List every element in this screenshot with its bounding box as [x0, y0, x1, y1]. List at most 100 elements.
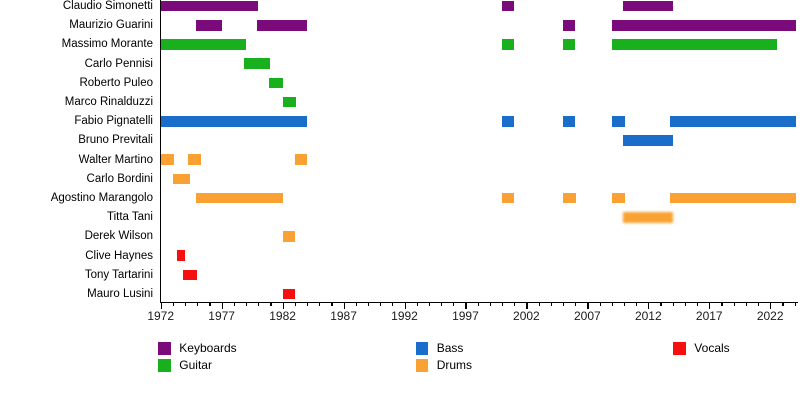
- timeline-bar: [160, 39, 247, 50]
- timeline-bar: [622, 211, 674, 223]
- axis-tick-label: 1972: [147, 308, 175, 323]
- timeline-bar: [611, 192, 626, 204]
- axis-major-tick: [343, 303, 345, 309]
- axis-tick-label: 1987: [330, 308, 357, 323]
- axis-minor-tick: [697, 303, 699, 307]
- x-axis-line: [159, 301, 798, 303]
- axis-major-tick: [526, 303, 528, 309]
- axis-minor-tick: [319, 303, 321, 307]
- axis-minor-tick: [611, 303, 613, 307]
- timeline-bar: [622, 135, 673, 146]
- legend-label: Bass: [436, 341, 464, 355]
- axis-minor-tick: [660, 303, 662, 307]
- y-axis-line: [159, 0, 162, 303]
- member-label: Marco Rinalduzzi: [64, 96, 153, 109]
- axis-major-tick: [465, 303, 467, 309]
- axis-minor-tick: [575, 303, 577, 307]
- legend-label: Vocals: [694, 341, 730, 355]
- timeline-bar: [562, 39, 576, 50]
- axis-minor-tick: [758, 303, 760, 307]
- timeline-bar: [182, 269, 198, 281]
- timeline-bar: [622, 0, 673, 12]
- timeline-bar: [502, 0, 515, 12]
- timeline-bar: [176, 250, 186, 261]
- axis-minor-tick: [672, 303, 674, 307]
- member-label: Derek Wilson: [84, 230, 153, 243]
- member-label: Mauro Lusini: [87, 288, 153, 301]
- axis-minor-tick: [197, 303, 199, 307]
- timeline-bar: [244, 58, 271, 69]
- axis-minor-tick: [502, 303, 504, 307]
- axis-minor-tick: [367, 303, 370, 307]
- axis-major-tick: [587, 303, 589, 309]
- member-label: Tony Tartarini: [84, 268, 153, 281]
- axis-minor-tick: [172, 303, 175, 307]
- member-label: Carlo Pennisi: [84, 57, 153, 70]
- axis-minor-tick: [733, 303, 735, 307]
- timeline-bar: [282, 96, 296, 108]
- axis-major-tick: [221, 303, 223, 309]
- timeline-bar: [282, 288, 295, 300]
- timeline-bar: [562, 19, 576, 31]
- member-label: Roberto Puleo: [79, 76, 153, 89]
- timeline-bar: [160, 115, 307, 127]
- axis-tick-label: 1977: [208, 308, 235, 323]
- axis-minor-tick: [209, 303, 211, 307]
- member-label: Massimo Morante: [61, 38, 153, 51]
- axis-tick-label: 1997: [452, 308, 479, 323]
- axis-minor-tick: [489, 303, 492, 307]
- member-label: Titta Tani: [106, 211, 153, 224]
- axis-minor-tick: [392, 303, 394, 307]
- bass-color-swatch: [415, 342, 429, 355]
- timeline-bar: [257, 19, 307, 31]
- axis-minor-tick: [416, 303, 418, 307]
- axis-minor-tick: [233, 303, 236, 307]
- axis-tick-label: 2022: [756, 308, 784, 323]
- axis-tick-label: 2012: [634, 308, 662, 323]
- timeline-bar: [196, 19, 222, 31]
- axis-minor-tick: [684, 303, 687, 307]
- timeline-bar: [611, 115, 625, 127]
- axis-minor-tick: [562, 303, 565, 307]
- axis-minor-tick: [185, 303, 187, 307]
- axis-minor-tick: [721, 303, 723, 307]
- axis-minor-tick: [306, 303, 309, 307]
- timeline-bar: [562, 192, 577, 204]
- axis-minor-tick: [477, 303, 479, 307]
- axis-major-tick: [282, 303, 284, 309]
- member-label: Bruno Previtali: [78, 134, 153, 147]
- member-label: Claudio Simonetti: [62, 0, 153, 13]
- axis-minor-tick: [428, 303, 431, 307]
- axis-minor-tick: [636, 303, 638, 307]
- timeline-bar: [611, 39, 777, 50]
- axis-major-tick: [770, 303, 772, 309]
- axis-minor-tick: [294, 303, 296, 307]
- axis-minor-tick: [380, 303, 382, 307]
- axis-minor-tick: [453, 303, 455, 307]
- axis-minor-tick: [599, 303, 601, 307]
- vocals-color-swatch: [673, 342, 686, 355]
- axis-major-tick: [404, 303, 406, 309]
- legend-label: Drums: [436, 358, 473, 373]
- timeline-bar: [294, 154, 307, 165]
- member-label: Fabio Pignatelli: [74, 115, 153, 128]
- timeline-bar: [502, 115, 515, 127]
- timeline-bar: [196, 192, 283, 204]
- axis-minor-tick: [258, 303, 260, 307]
- axis-minor-tick: [270, 303, 272, 307]
- member-label: Agostino Marangolo: [50, 192, 153, 205]
- legend-label: Guitar: [179, 358, 212, 373]
- timeline-bar: [502, 39, 515, 50]
- member-label: Maurizio Guarini: [69, 19, 153, 32]
- timeline-bar: [188, 154, 201, 165]
- axis-minor-tick: [355, 303, 357, 307]
- axis-minor-tick: [794, 303, 796, 307]
- axis-minor-tick: [782, 303, 784, 307]
- axis-major-tick: [709, 303, 711, 309]
- member-label: Clive Haynes: [85, 249, 153, 262]
- timeline-bar: [160, 0, 259, 12]
- axis-tick-label: 1992: [391, 308, 418, 323]
- axis-minor-tick: [550, 303, 552, 307]
- timeline-bar: [269, 77, 284, 89]
